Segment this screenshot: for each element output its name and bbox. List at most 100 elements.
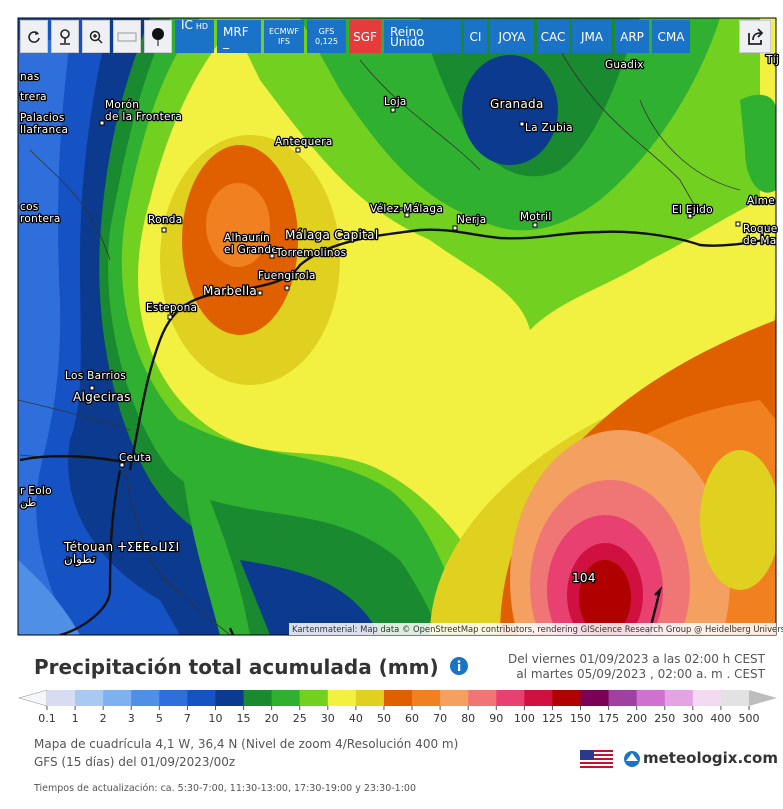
logo-text: meteologix.com bbox=[643, 749, 778, 767]
color-legend: 0.1 1 2 3 5 7 10 15 20 25 30 40 50 60 70 80 90 100 125 150 1… bbox=[17, 689, 777, 725]
legend-label: 7 bbox=[184, 712, 191, 725]
button-label: JMA bbox=[580, 29, 604, 44]
place-marker bbox=[735, 221, 741, 227]
toolbar: IC HD MRF _ ECMWF IFS GFS 0,125 SGF Reino Unido C… bbox=[20, 18, 690, 53]
button-label: CI bbox=[469, 29, 482, 44]
place-label: Guadix bbox=[605, 59, 644, 71]
button-label: GFS bbox=[318, 26, 335, 36]
place-label: Granada bbox=[490, 97, 544, 111]
zoom-button[interactable] bbox=[82, 20, 110, 53]
button-label: SGF bbox=[353, 29, 377, 44]
place-marker bbox=[687, 213, 693, 219]
legend-label: 2 bbox=[100, 712, 107, 725]
legend-label: 30 bbox=[321, 712, 335, 725]
legend-label: 60 bbox=[405, 712, 419, 725]
max-value-label: 104 bbox=[572, 571, 596, 585]
place-label: trera bbox=[20, 91, 47, 103]
legend-label: 15 bbox=[237, 712, 251, 725]
place-marker bbox=[390, 107, 396, 113]
button-label: ECMWF bbox=[268, 26, 300, 36]
city-button[interactable] bbox=[113, 20, 141, 53]
place-label: El Ejido bbox=[672, 204, 713, 216]
place-label: Morón bbox=[105, 99, 139, 111]
info-icon[interactable] bbox=[449, 656, 469, 676]
model-button[interactable]: ARP bbox=[615, 20, 649, 53]
model-button[interactable]: IC HD bbox=[175, 18, 214, 53]
legend-label: 10 bbox=[208, 712, 222, 725]
model-button[interactable]: Reino Unido bbox=[384, 20, 461, 53]
legend-under-arrow bbox=[17, 689, 48, 707]
model-button[interactable]: SGF bbox=[349, 20, 381, 53]
grid-info: Mapa de cuadrícula 4,1 W, 36,4 N (Nivel … bbox=[34, 737, 459, 751]
model-button[interactable]: MRF _ bbox=[217, 20, 261, 53]
legend-label: 400 bbox=[710, 712, 731, 725]
place-label: Alme bbox=[747, 195, 775, 207]
place-label: el Grande bbox=[224, 244, 278, 256]
refresh-button[interactable] bbox=[20, 20, 48, 53]
us-flag[interactable] bbox=[580, 750, 613, 768]
place-marker bbox=[257, 290, 263, 296]
button-label: CAC bbox=[540, 29, 566, 44]
pin-button[interactable] bbox=[144, 20, 172, 53]
place-label: Málaga Capital bbox=[285, 228, 378, 242]
model-button[interactable]: ECMWF IFS bbox=[264, 20, 304, 53]
legend-swatch bbox=[692, 690, 722, 706]
place-label: Motril bbox=[520, 211, 552, 223]
place-marker bbox=[119, 462, 125, 468]
legend-label: 70 bbox=[433, 712, 447, 725]
model-button[interactable]: CMA bbox=[652, 20, 690, 53]
place-label: Marbella bbox=[203, 284, 257, 298]
legend-label: 175 bbox=[598, 712, 619, 725]
legend-label: 200 bbox=[626, 712, 647, 725]
model-button[interactable]: CAC bbox=[537, 20, 569, 53]
place-marker bbox=[89, 385, 95, 391]
update-times: Tiempos de actualización: ca. 5:30-7:00,… bbox=[34, 783, 416, 794]
place-label: Tétouan ⵜⵉⵟⵟⴰⵡⵉⵏ bbox=[63, 540, 180, 554]
model-button[interactable]: JOYA bbox=[490, 20, 534, 53]
share-button[interactable] bbox=[739, 20, 771, 53]
location-button[interactable] bbox=[51, 20, 79, 53]
place-marker bbox=[167, 314, 173, 320]
legend-swatch bbox=[440, 690, 469, 706]
place-label: Estepona bbox=[146, 302, 197, 314]
button-label: ARP bbox=[620, 29, 644, 44]
place-label: llafranca bbox=[20, 124, 68, 136]
legend-swatch bbox=[355, 690, 385, 706]
period: Del viernes 01/09/2023 a las 02:00 h CES… bbox=[508, 652, 765, 682]
model-button[interactable]: CI bbox=[464, 20, 487, 53]
place-marker bbox=[99, 120, 105, 126]
place-label: Vélez-Málaga bbox=[370, 203, 443, 215]
legend-label: 5 bbox=[156, 712, 163, 725]
button-label: Reino Unido bbox=[390, 24, 425, 49]
place-marker bbox=[161, 227, 167, 233]
legend-swatch bbox=[271, 690, 301, 706]
legend-label: 80 bbox=[461, 712, 475, 725]
place-label: r Eolo bbox=[20, 485, 52, 497]
button-label: HD bbox=[195, 22, 209, 31]
place-label: Ronda bbox=[148, 214, 183, 226]
model-info: GFS (15 días) del 01/09/2023/00z bbox=[34, 755, 236, 769]
legend-label: 40 bbox=[349, 712, 363, 725]
place-label: de Ma bbox=[743, 235, 776, 247]
place-label: de la Frontera bbox=[105, 111, 182, 123]
button-label: IC bbox=[180, 18, 193, 32]
legend-swatch bbox=[215, 690, 245, 706]
place-label: تطوان bbox=[64, 552, 96, 567]
legend-swatch bbox=[524, 690, 553, 706]
place-label: طن bbox=[20, 497, 36, 509]
model-button[interactable]: JMA bbox=[572, 20, 612, 53]
legend-label: 300 bbox=[682, 712, 703, 725]
place-marker bbox=[284, 285, 290, 291]
model-button[interactable]: GFS 0,125 bbox=[307, 20, 346, 53]
legend-swatch bbox=[299, 690, 329, 706]
place-marker bbox=[519, 121, 525, 127]
legend-swatch bbox=[383, 690, 413, 706]
legend-label: 500 bbox=[739, 712, 760, 725]
place-label: Los Barrios bbox=[65, 370, 126, 382]
attribution: Kartenmaterial: Map data © OpenStreetMap… bbox=[292, 624, 783, 634]
legend-swatch bbox=[552, 690, 582, 706]
place-marker bbox=[404, 212, 410, 218]
